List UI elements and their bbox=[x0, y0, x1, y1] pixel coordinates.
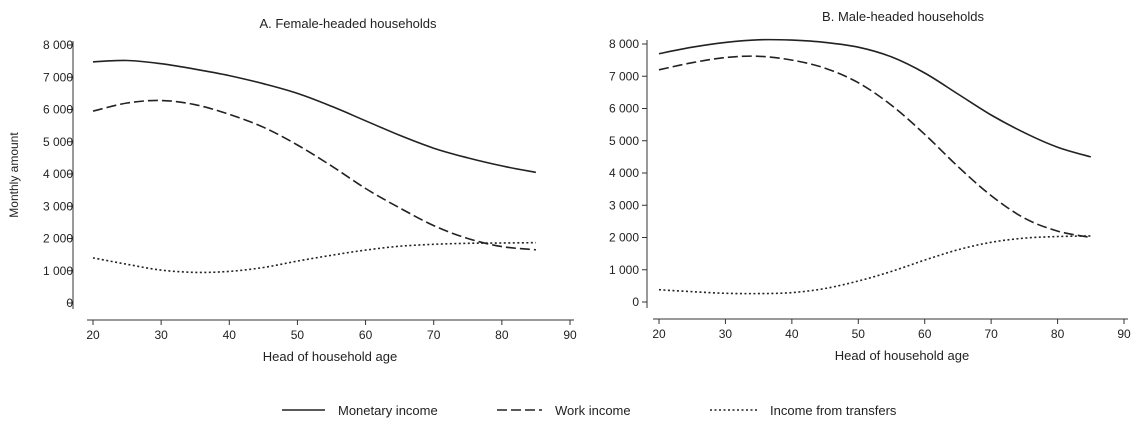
panel-b: B. Male-headed households Head of househ… bbox=[609, 9, 1131, 363]
panel-b-series-monetary-income bbox=[658, 38, 1092, 158]
panel-b-title: B. Male-headed households bbox=[822, 9, 984, 24]
panel-b-xlabel: Head of household age bbox=[835, 348, 969, 363]
panel-b-y-tick-label: 5 000 bbox=[609, 134, 639, 148]
panel-b-x-tick-label: 90 bbox=[1117, 327, 1131, 341]
panel-a-x-tick-label: 40 bbox=[223, 328, 237, 342]
panel-a-plot-area: 0 1 000 2 000 3 000 4 000 5 000 6 000 7 000 8 00… bbox=[43, 38, 577, 342]
panel-b-x-tick-label: 30 bbox=[719, 327, 733, 341]
panel-b-series-income-from-transfers bbox=[658, 235, 1091, 295]
panel-a-x-tick-label: 80 bbox=[495, 328, 509, 342]
legend: Monetary income Work income Income from … bbox=[282, 403, 897, 418]
panel-b-x-tick-label: 80 bbox=[1051, 327, 1065, 341]
panel-a-y-tick-label: 1 000 bbox=[43, 264, 73, 278]
panel-a-series-monetary-income bbox=[92, 59, 537, 174]
panel-a-x-tick-label: 50 bbox=[291, 328, 305, 342]
panel-a-y-tick-label: 6 000 bbox=[43, 103, 73, 117]
panel-b-plot-area: 0 1 000 2 000 3 000 4 000 5 000 6 000 7 000 8 00… bbox=[609, 37, 1131, 341]
legend-label: Monetary income bbox=[338, 403, 438, 418]
panel-a-y-tick-label: 8 000 bbox=[43, 38, 73, 52]
panel-b-x-tick-label: 50 bbox=[852, 327, 866, 341]
panel-a-y-tick-label: 5 000 bbox=[43, 135, 73, 149]
panel-a-title: A. Female-headed households bbox=[259, 16, 437, 31]
panel-b-y-tick-label: 7 000 bbox=[609, 69, 639, 83]
panel-a-y-tick-label: 4 000 bbox=[43, 167, 73, 181]
panel-a-x-tick-label: 70 bbox=[427, 328, 441, 342]
panel-a: A. Female-headed households Monthly amou… bbox=[7, 16, 577, 364]
panel-b-y-tick-label: 8 000 bbox=[609, 37, 639, 51]
panel-b-y-tick-label: 6 000 bbox=[609, 102, 639, 116]
legend-item-income-from-transfers: Income from transfers bbox=[710, 403, 897, 418]
panel-b-y-tick-label: 0 bbox=[632, 295, 639, 309]
panel-b-series-work-income bbox=[658, 55, 1091, 239]
panel-a-x-tick-label: 30 bbox=[154, 328, 168, 342]
panel-a-x-tick-label: 60 bbox=[359, 328, 373, 342]
panel-a-x-tick-label: 20 bbox=[86, 328, 100, 342]
panel-a-y-tick-label: 7 000 bbox=[43, 70, 73, 84]
panel-b-y-tick-label: 2 000 bbox=[609, 231, 639, 245]
panel-b-x-tick-label: 20 bbox=[652, 327, 666, 341]
legend-item-monetary-income: Monetary income bbox=[282, 403, 438, 418]
panel-b-x-tick-label: 70 bbox=[984, 327, 998, 341]
panel-a-xlabel: Head of household age bbox=[263, 349, 397, 364]
panel-b-x-tick-label: 60 bbox=[918, 327, 932, 341]
panel-b-y-tick-label: 4 000 bbox=[609, 166, 639, 180]
legend-label: Work income bbox=[555, 403, 631, 418]
panel-a-x-tick-label: 90 bbox=[563, 328, 577, 342]
panel-a-series-income-from-transfers bbox=[92, 241, 536, 274]
panel-a-series-work-income bbox=[92, 99, 536, 251]
panel-a-y-tick-label: 0 bbox=[66, 296, 73, 310]
legend-item-work-income: Work income bbox=[497, 403, 631, 418]
panel-a-y-tick-label: 3 000 bbox=[43, 199, 73, 213]
panel-b-x-tick-label: 40 bbox=[785, 327, 799, 341]
legend-label: Income from transfers bbox=[770, 403, 897, 418]
panel-a-ylabel: Monthly amount bbox=[7, 132, 21, 218]
panel-b-y-tick-label: 1 000 bbox=[609, 263, 639, 277]
panel-b-y-tick-label: 3 000 bbox=[609, 198, 639, 212]
panel-a-y-tick-label: 2 000 bbox=[43, 232, 73, 246]
